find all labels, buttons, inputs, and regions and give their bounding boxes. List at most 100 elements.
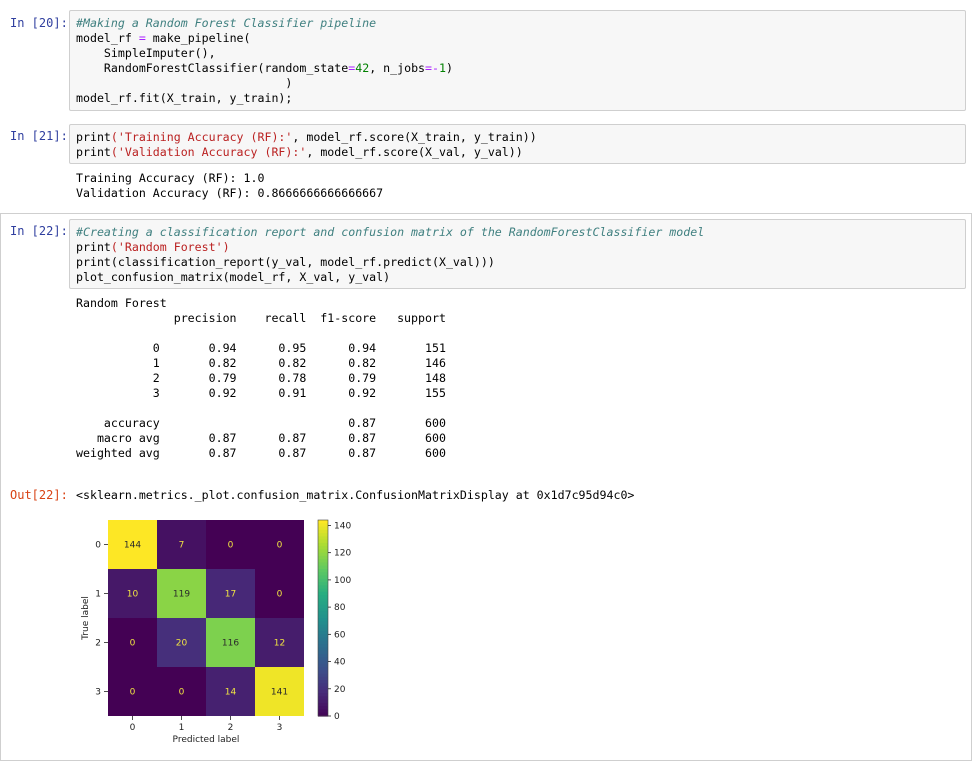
colorbar-segment xyxy=(318,520,328,524)
colorbar-tick-label: 60 xyxy=(334,630,346,640)
colorbar-tick-label: 40 xyxy=(334,658,346,668)
matrix-value: 0 xyxy=(130,688,136,698)
colorbar-segment xyxy=(318,644,328,648)
code-input[interactable]: print('Training Accuracy (RF):', model_r… xyxy=(69,124,966,164)
colorbar-segment xyxy=(318,523,328,528)
code-text: #Making a Random Forest Classifier pipel… xyxy=(76,16,453,106)
colorbar-segment xyxy=(318,712,328,717)
colorbar-segment xyxy=(318,693,328,697)
matrix-value: 144 xyxy=(124,541,141,551)
colorbar-segment xyxy=(318,549,328,554)
matrix-value: 14 xyxy=(225,688,237,698)
matrix-value: 10 xyxy=(127,590,139,600)
matrix-value: 7 xyxy=(179,541,185,551)
colorbar-segment xyxy=(318,536,328,541)
colorbar-segment xyxy=(318,591,328,596)
matrix-value: 17 xyxy=(225,590,236,600)
colorbar-segment xyxy=(318,683,328,688)
matrix-value: 0 xyxy=(179,688,185,698)
colorbar-tick-label: 140 xyxy=(334,521,351,531)
code-line: print('Validation Accuracy (RF):', model… xyxy=(76,145,523,159)
colorbar-segment xyxy=(318,680,328,684)
matrix-value: 141 xyxy=(271,688,288,698)
colorbar-segment xyxy=(318,634,328,639)
matrix-cell xyxy=(157,667,206,716)
colorbar-segment xyxy=(318,709,328,714)
matrix-value: 12 xyxy=(274,639,285,649)
colorbar-segment xyxy=(318,657,328,662)
input-prompt: In [21]: xyxy=(10,129,68,143)
input-prompt: In [22]: xyxy=(10,224,68,238)
colorbar-segment xyxy=(318,542,328,547)
matrix-cell xyxy=(157,569,206,618)
colorbar-segment xyxy=(318,686,328,691)
y-tick-label: 1 xyxy=(95,590,101,600)
colorbar-segment xyxy=(318,569,328,573)
colorbar-segment xyxy=(318,627,328,632)
output-prompt: Out[22]: xyxy=(10,488,68,502)
colorbar-segment xyxy=(318,611,328,616)
colorbar-segment xyxy=(318,621,328,626)
code-line: ) xyxy=(76,76,293,90)
x-tick-label: 1 xyxy=(179,723,185,733)
code-input[interactable]: #Creating a classification report and co… xyxy=(69,219,966,289)
colorbar-segment xyxy=(318,667,328,671)
colorbar-tick-label: 20 xyxy=(334,685,346,695)
x-tick-label: 0 xyxy=(130,723,136,733)
code-line: RandomForestClassifier(random_state=42, … xyxy=(76,61,453,75)
colorbar-segment xyxy=(318,647,328,652)
colorbar-segment xyxy=(318,539,328,544)
matrix-cell xyxy=(108,520,157,569)
code-line: #Creating a classification report and co… xyxy=(76,225,705,239)
x-tick-label: 3 xyxy=(277,723,283,733)
colorbar-segment xyxy=(318,552,328,557)
x-tick-label: 2 xyxy=(228,723,234,733)
colorbar-segment xyxy=(318,608,328,613)
matrix-value: 0 xyxy=(277,590,283,600)
matrix-value: 0 xyxy=(130,639,136,649)
code-line: print('Random Forest') xyxy=(76,240,230,254)
matrix-cell xyxy=(255,520,304,569)
matrix-cell xyxy=(255,569,304,618)
colorbar-segment xyxy=(318,559,328,564)
colorbar-segment xyxy=(318,702,328,707)
matrix-value: 116 xyxy=(222,639,239,649)
matrix-cell xyxy=(157,618,206,667)
colorbar-segment xyxy=(318,696,328,701)
code-text: #Creating a classification report and co… xyxy=(76,225,704,285)
matrix-cell xyxy=(157,520,206,569)
colorbar-segment xyxy=(318,670,328,675)
colorbar-segment xyxy=(318,578,328,583)
matrix-cell xyxy=(206,569,255,618)
code-line: print(classification_report(y_val, model… xyxy=(76,255,495,269)
code-input[interactable]: #Making a Random Forest Classifier pipel… xyxy=(69,10,966,111)
code-line: plot_confusion_matrix(model_rf, X_val, y… xyxy=(76,270,391,284)
code-line: model_rf.fit(X_train, y_train); xyxy=(76,91,293,105)
colorbar-segment xyxy=(318,660,328,665)
colorbar-segment xyxy=(318,706,328,711)
code-line: SimpleImputer(), xyxy=(76,46,216,60)
colorbar-segment xyxy=(318,582,328,586)
colorbar-tick-label: 100 xyxy=(334,576,351,586)
colorbar-segment xyxy=(318,546,328,550)
matrix-value: 119 xyxy=(173,590,190,600)
code-line: #Making a Random Forest Classifier pipel… xyxy=(76,16,377,30)
colorbar-segment xyxy=(318,624,328,629)
colorbar-segment xyxy=(318,572,328,577)
matrix-cell xyxy=(108,667,157,716)
matrix-cell xyxy=(255,618,304,667)
input-prompt: In [20]: xyxy=(10,16,68,30)
colorbar-segment xyxy=(318,631,328,635)
y-axis-label: True label xyxy=(81,596,91,641)
colorbar-segment xyxy=(318,598,328,603)
colorbar-segment xyxy=(318,618,328,622)
y-tick-label: 2 xyxy=(95,639,101,649)
code-line: print('Training Accuracy (RF):', model_r… xyxy=(76,130,537,144)
colorbar-segment xyxy=(318,595,328,599)
matrix-cell xyxy=(206,667,255,716)
colorbar-segment xyxy=(318,601,328,606)
colorbar-segment xyxy=(318,650,328,655)
colorbar-segment xyxy=(318,689,328,694)
colorbar-segment xyxy=(318,529,328,534)
